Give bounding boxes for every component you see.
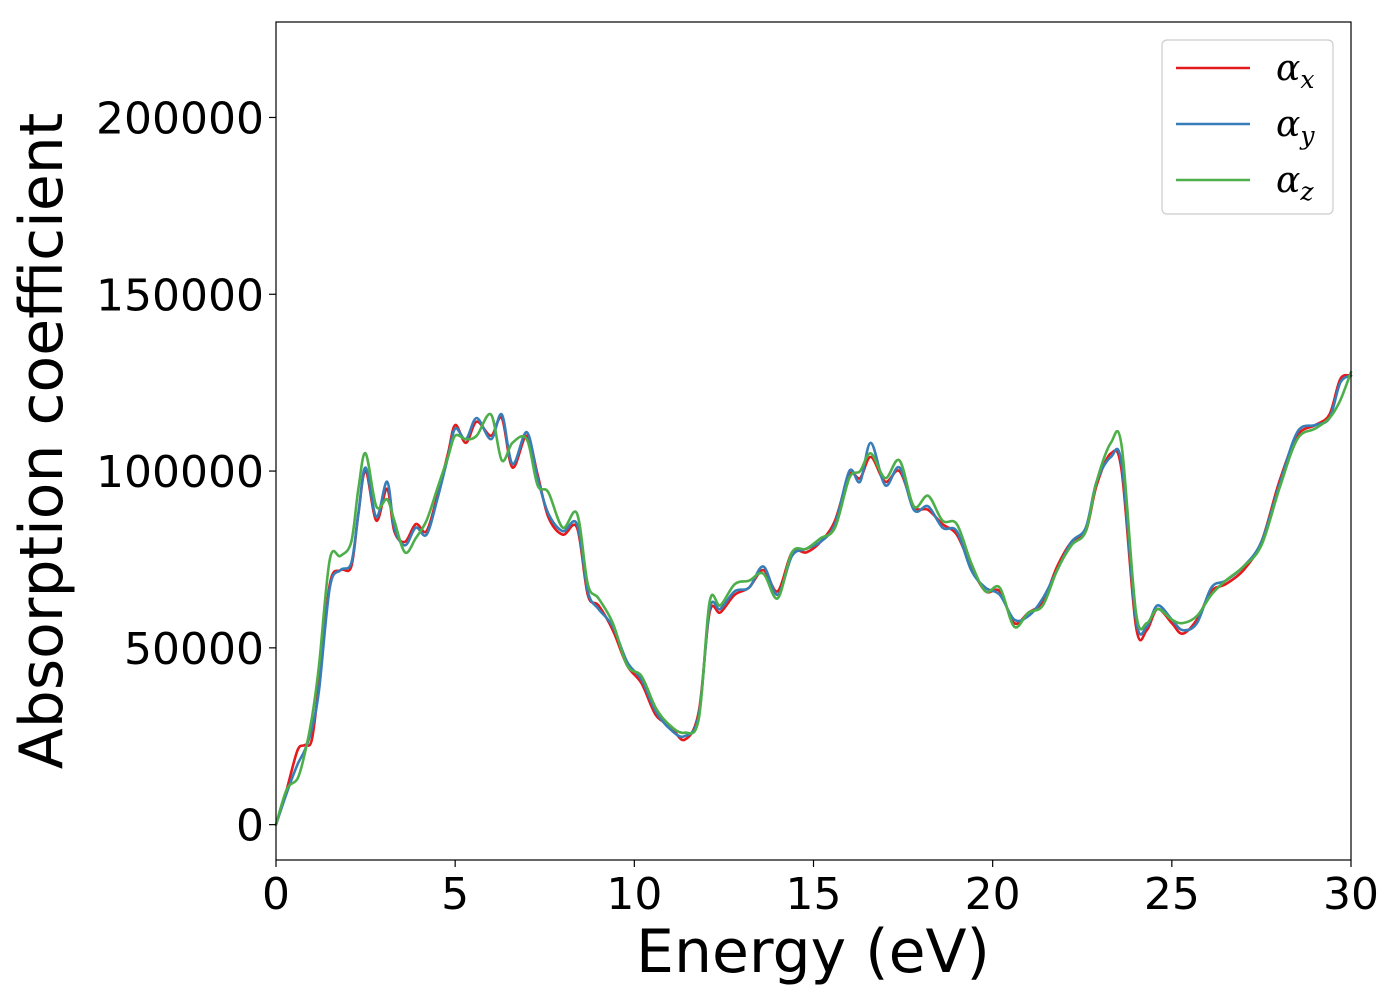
x-axis-title: Energy (eV): [636, 917, 990, 987]
x-axis-ticks: 0 5 10 15 20 25 30: [262, 860, 1379, 920]
y-tick-label: 0: [236, 801, 264, 852]
legend-label-alpha-x: αx: [1276, 48, 1314, 94]
x-tick-label: 15: [786, 869, 842, 920]
y-axis-ticks: 0 50000 100000 150000 200000: [96, 93, 276, 852]
legend-label-alpha-y: αy: [1276, 104, 1315, 150]
series-layer: [274, 370, 1353, 826]
y-tick-label: 200000: [96, 93, 264, 144]
y-tick-label: 150000: [96, 270, 264, 321]
y-tick-label: 50000: [124, 624, 264, 675]
series-line-alpha-y: [274, 374, 1353, 826]
x-tick-label: 0: [262, 869, 290, 920]
series-line-alpha-z: [274, 370, 1353, 826]
x-tick-label: 10: [606, 869, 662, 920]
x-tick-label: 5: [441, 869, 469, 920]
x-tick-label: 25: [1144, 869, 1200, 920]
legend-box: [1161, 39, 1334, 215]
x-tick-label: 30: [1323, 869, 1379, 920]
x-tick-label: 20: [965, 869, 1021, 920]
y-tick-label: 100000: [96, 447, 264, 498]
y-axis-title: Absorption coefficient: [7, 113, 77, 770]
